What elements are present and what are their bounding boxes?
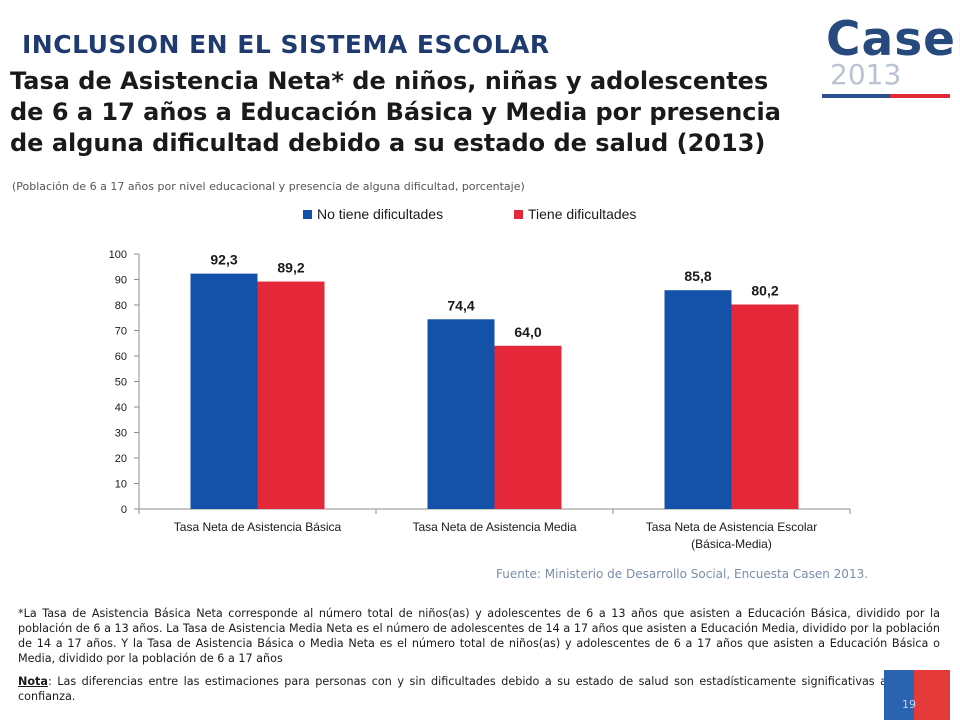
bar <box>731 304 799 509</box>
nota-label: Nota <box>18 675 48 688</box>
y-tick-label: 40 <box>115 402 127 414</box>
y-tick-label: 20 <box>115 453 127 465</box>
logo-bar-blue <box>822 94 890 98</box>
logo-year: 2013 <box>830 58 902 91</box>
data-label: 64,0 <box>514 324 541 340</box>
casen-logo: Casen 2013 <box>822 10 960 98</box>
data-label: 85,8 <box>684 268 711 284</box>
y-tick-label: 30 <box>115 428 127 440</box>
y-tick-label: 90 <box>115 275 127 287</box>
y-tick-label: 60 <box>115 351 127 363</box>
bar <box>257 281 325 509</box>
chart-subtitle: (Población de 6 a 17 años por nivel educ… <box>12 180 525 193</box>
y-tick-label: 10 <box>115 479 127 491</box>
corner-red-block <box>914 670 950 720</box>
bar <box>494 345 562 509</box>
bar <box>427 319 495 509</box>
footnote: *La Tasa de Asistencia Básica Neta corre… <box>18 607 940 665</box>
bar-chart: No tiene dificultades Tiene dificultades 0… <box>109 206 851 551</box>
logo-word: Casen <box>826 12 960 67</box>
x-tick-label: Tasa Neta de Asistencia Básica <box>174 520 342 534</box>
data-label: 92,3 <box>210 252 237 268</box>
page-number: 19 <box>902 698 916 711</box>
x-tick-label: Tasa Neta de Asistencia Escolar <box>646 520 817 534</box>
data-label: 74,4 <box>447 297 474 313</box>
data-label: 89,2 <box>277 260 304 276</box>
x-tick-label: (Básica-Media) <box>691 537 772 551</box>
bar <box>664 290 732 509</box>
y-tick-label: 50 <box>115 377 127 389</box>
source-note: Fuente: Ministerio de Desarrollo Social,… <box>496 567 869 581</box>
nota-text: : Las diferencias entre las estimaciones… <box>18 675 940 703</box>
bar <box>190 273 258 509</box>
y-tick-label: 100 <box>109 249 127 261</box>
chart-title: Tasa de Asistencia Neta* de niños, niñas… <box>10 67 781 157</box>
legend-label: Tiene dificultades <box>528 206 636 222</box>
y-tick-label: 0 <box>121 504 127 516</box>
legend-label: No tiene dificultades <box>317 206 443 222</box>
corner-decoration <box>884 670 950 720</box>
data-label: 80,2 <box>751 282 778 298</box>
corner-blue-block <box>884 670 914 720</box>
logo-bar-red <box>890 94 950 98</box>
significance-note: Nota: Las diferencias entre las estimaci… <box>18 674 940 704</box>
legend-swatch <box>303 210 312 219</box>
section-title: INCLUSION EN EL SISTEMA ESCOLAR <box>22 30 550 59</box>
y-tick-label: 80 <box>115 300 127 312</box>
x-tick-label: Tasa Neta de Asistencia Media <box>412 520 576 534</box>
y-tick-label: 70 <box>115 326 127 338</box>
legend-swatch <box>514 210 523 219</box>
